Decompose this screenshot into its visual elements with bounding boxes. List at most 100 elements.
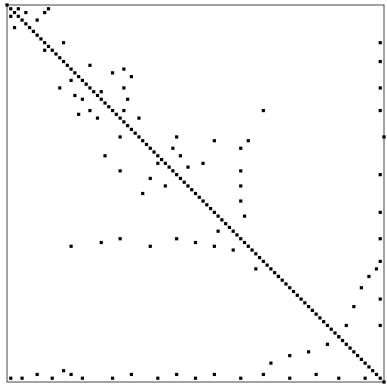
point: [110, 376, 115, 380]
point: [310, 308, 314, 312]
point: [137, 135, 141, 139]
point: [186, 165, 190, 169]
point: [118, 116, 122, 120]
point: [114, 112, 118, 116]
point: [99, 97, 103, 101]
point: [246, 244, 250, 248]
point: [374, 372, 379, 377]
point: [95, 116, 100, 120]
point: [333, 331, 337, 335]
point: [329, 327, 333, 331]
point: [9, 376, 13, 380]
point: [231, 229, 235, 233]
point: [322, 320, 326, 324]
point: [24, 10, 28, 15]
point: [73, 71, 77, 75]
point: [163, 184, 167, 188]
point: [288, 376, 292, 380]
point: [61, 59, 66, 64]
point: [69, 67, 73, 71]
point: [171, 169, 175, 173]
point: [137, 116, 141, 120]
point: [378, 173, 382, 177]
point: [378, 41, 382, 45]
point: [9, 7, 13, 11]
point: [141, 191, 145, 196]
point: [337, 376, 341, 380]
point: [356, 354, 360, 358]
point: [175, 173, 179, 177]
point: [103, 101, 107, 105]
point: [31, 29, 35, 33]
point: [107, 105, 111, 109]
point: [197, 195, 201, 199]
point: [276, 274, 281, 279]
point: [216, 229, 220, 233]
point: [65, 63, 69, 67]
point: [122, 108, 126, 113]
point: [367, 274, 371, 279]
point: [122, 120, 126, 124]
point: [69, 78, 73, 82]
point: [35, 372, 39, 377]
point: [261, 259, 265, 263]
point: [288, 286, 292, 290]
point: [99, 240, 103, 245]
point: [141, 139, 145, 143]
point: [257, 255, 262, 260]
point: [265, 263, 269, 267]
point: [193, 240, 198, 245]
point: [371, 369, 375, 373]
point: [224, 222, 228, 226]
point: [378, 237, 382, 241]
point: [318, 316, 322, 320]
point: [61, 41, 66, 45]
point: [314, 312, 318, 316]
point: [88, 63, 92, 67]
point: [5, 3, 9, 7]
point: [182, 180, 186, 184]
point: [156, 154, 160, 158]
point: [212, 139, 216, 143]
point: [20, 18, 24, 22]
point: [159, 157, 164, 162]
point: [193, 376, 198, 380]
point: [46, 44, 51, 49]
point: [175, 135, 179, 139]
point: [69, 244, 73, 248]
point: [363, 361, 367, 365]
point: [201, 161, 205, 165]
point: [340, 338, 345, 343]
point: [58, 86, 62, 90]
point: [148, 176, 152, 181]
point: [16, 7, 20, 11]
point: [239, 376, 243, 380]
point: [171, 146, 175, 150]
point: [307, 350, 311, 354]
point: [122, 86, 126, 90]
point: [95, 93, 100, 98]
point: [190, 188, 194, 192]
point: [126, 97, 130, 101]
point: [363, 376, 367, 380]
point: [220, 218, 224, 222]
point: [212, 210, 216, 214]
point: [156, 376, 160, 380]
point: [9, 14, 13, 18]
point: [254, 252, 258, 256]
point: [231, 248, 235, 252]
point: [84, 82, 88, 86]
point: [58, 56, 62, 60]
point: [80, 97, 84, 101]
point: [118, 135, 122, 139]
point: [103, 154, 107, 158]
point: [148, 146, 152, 150]
point: [35, 33, 39, 37]
point: [201, 199, 205, 203]
point: [88, 86, 92, 90]
point: [205, 203, 209, 207]
point: [273, 271, 277, 275]
point: [186, 184, 190, 188]
point: [148, 244, 152, 248]
